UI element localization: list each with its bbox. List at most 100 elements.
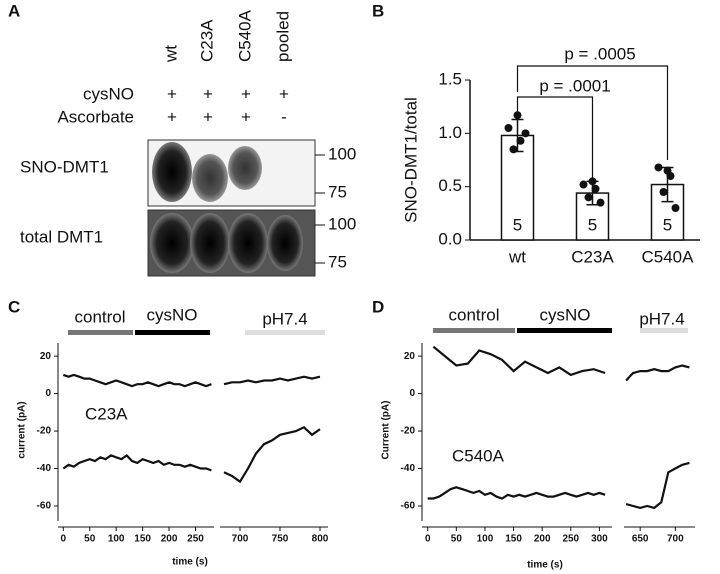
x-axis-label: time (s) bbox=[527, 560, 563, 571]
x-tick-label: 650 bbox=[632, 534, 649, 545]
ph-bar bbox=[640, 328, 688, 333]
panel-label: C bbox=[8, 297, 20, 316]
stimulus-label: pH7.4 bbox=[639, 309, 684, 328]
trace bbox=[625, 461, 690, 510]
x-tick-label: 200 bbox=[534, 534, 551, 545]
band bbox=[228, 146, 262, 190]
y-tick-label: 1.5 bbox=[438, 69, 462, 88]
y-axis-label: current (pA) bbox=[17, 401, 28, 458]
trace bbox=[223, 375, 321, 386]
data-point bbox=[596, 198, 605, 207]
significance-bracket bbox=[516, 65, 669, 160]
lane-label: C23A bbox=[197, 19, 216, 62]
trace bbox=[432, 345, 606, 377]
y-tick-label: -60 bbox=[37, 501, 52, 512]
y-tick-label: 0.0 bbox=[438, 229, 462, 248]
blot-label: SNO-DMT1 bbox=[20, 157, 109, 176]
stimulus-label: cysNO bbox=[147, 305, 198, 324]
n-label: 5 bbox=[513, 215, 522, 234]
stimulus-bars: control cysNO pH7.4 control cysNO pH7.4 bbox=[68, 305, 688, 335]
control-bar bbox=[68, 330, 133, 335]
treatment-mark: + bbox=[279, 84, 289, 103]
blot-images bbox=[147, 139, 316, 277]
row-label: Ascorbate bbox=[57, 107, 134, 126]
stimulus-label: control bbox=[448, 305, 499, 324]
data-point bbox=[659, 188, 668, 196]
stimulus-label: cysNO bbox=[540, 305, 591, 324]
data-point bbox=[584, 193, 593, 202]
data-point bbox=[516, 136, 525, 145]
x-tick-label: C540A bbox=[642, 247, 695, 266]
x-tick-label: 250 bbox=[187, 534, 204, 545]
marker-label: 75 bbox=[328, 182, 347, 201]
stimulus-label: pH7.4 bbox=[262, 309, 307, 328]
lane-label: pooled bbox=[273, 11, 292, 62]
x-tick-label: 700 bbox=[232, 534, 249, 545]
panel-label: B bbox=[372, 1, 384, 20]
data-point bbox=[504, 124, 513, 132]
x-axis-label: time (s) bbox=[172, 557, 208, 568]
band bbox=[150, 213, 194, 273]
trace bbox=[427, 486, 606, 500]
y-tick-label: 0 bbox=[45, 388, 51, 399]
y-tick-label: -20 bbox=[37, 426, 52, 437]
x-tick-label: 700 bbox=[667, 534, 684, 545]
x-tick-label: 150 bbox=[134, 534, 151, 545]
x-tick-label: wt bbox=[508, 247, 526, 266]
data-point bbox=[591, 184, 600, 193]
cysno-bar bbox=[135, 330, 210, 335]
x-tick-label: 800 bbox=[312, 534, 329, 545]
significance-bracket bbox=[516, 96, 594, 180]
marker-label: 100 bbox=[328, 144, 356, 163]
y-axis-label: SNO-DMT1/total bbox=[401, 97, 420, 223]
y-tick-label: -40 bbox=[37, 463, 52, 474]
y-tick-label: 0.5 bbox=[438, 176, 462, 195]
band bbox=[267, 215, 303, 271]
x-tick-label: C23A bbox=[571, 247, 614, 266]
y-tick-label: 1.0 bbox=[438, 123, 462, 142]
band bbox=[190, 213, 230, 273]
stimulus-label: control bbox=[74, 307, 125, 326]
trace bbox=[223, 425, 321, 484]
treatment-mark: - bbox=[281, 107, 287, 126]
data-point bbox=[654, 163, 663, 172]
cysno-bar bbox=[517, 328, 612, 333]
ph-bar bbox=[245, 330, 325, 335]
trace bbox=[625, 364, 690, 382]
trace bbox=[62, 453, 212, 472]
x-tick-label: 50 bbox=[451, 534, 463, 545]
bar bbox=[500, 134, 535, 241]
y-tick-label: 20 bbox=[404, 351, 416, 362]
trace-label: C540A bbox=[452, 446, 505, 465]
x-tick-label: 100 bbox=[108, 534, 125, 545]
n-label: 5 bbox=[663, 215, 672, 234]
blot-label: total DMT1 bbox=[20, 227, 103, 246]
trace-label: C23A bbox=[85, 404, 128, 423]
x-tick-label: 150 bbox=[505, 534, 522, 545]
lane-label: wt bbox=[161, 45, 180, 63]
y-tick-label: -40 bbox=[401, 463, 416, 474]
data-point bbox=[579, 180, 588, 189]
treatment-mark: + bbox=[241, 84, 251, 103]
trace bbox=[62, 373, 212, 388]
y-tick-label: 0 bbox=[409, 388, 415, 399]
data-point bbox=[521, 129, 530, 138]
band bbox=[152, 142, 192, 202]
x-tick-label: 0 bbox=[425, 534, 431, 545]
x-tick-label: 200 bbox=[161, 534, 178, 545]
treatment-mark: + bbox=[167, 107, 177, 126]
x-tick-label: 750 bbox=[272, 534, 289, 545]
x-tick-label: 0 bbox=[61, 534, 67, 545]
control-bar bbox=[433, 328, 515, 333]
n-label: 5 bbox=[588, 215, 597, 234]
y-tick-label: 20 bbox=[40, 351, 52, 362]
panel-label: A bbox=[8, 1, 20, 20]
significance-label: p = .0001 bbox=[539, 76, 610, 95]
treatment-mark: + bbox=[203, 107, 213, 126]
treatment-mark: + bbox=[203, 84, 213, 103]
marker-label: 100 bbox=[328, 214, 356, 233]
treatment-mark: + bbox=[241, 107, 251, 126]
x-tick-label: 50 bbox=[84, 534, 96, 545]
